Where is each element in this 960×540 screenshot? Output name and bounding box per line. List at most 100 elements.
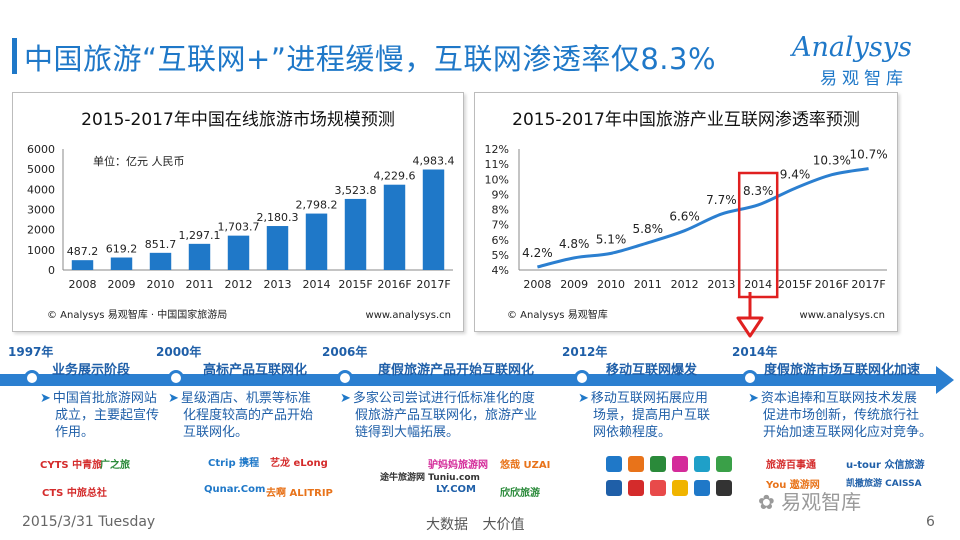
x-tick-label: 2013 [264,278,292,291]
x-tick-label: 2013 [707,278,735,291]
bar-chart: 0 1000 2000 3000 4000 5000 6000 单位：亿元 人民币 487.2 2… [27,143,455,321]
bar-value-label: 4,983.4 [413,155,455,168]
x-tick-label: 2016F [815,278,849,291]
point-value-label: 9.4% [780,167,811,181]
bar-value-label: 4,229.6 [374,170,416,183]
point-value-label: 5.8% [633,222,664,236]
x-tick-label: 2012 [671,278,699,291]
y-tick-label: 10% [485,173,509,186]
bar [305,213,328,270]
app-icon [650,480,666,496]
analysys-logo: Analysys 易观智库 [792,32,942,89]
bar-value-label: 619.2 [106,243,138,256]
timeline-node-2012 [574,370,590,386]
timeline-node-2006 [337,370,353,386]
point-value-label: 10.3% [813,154,851,168]
bar [149,252,172,270]
bar-value-label: 1,703.7 [218,221,260,234]
chart-source: © Analysys 易观智库 [507,308,608,321]
y-tick-label: 6000 [27,143,55,156]
highlight-arrow [736,292,764,338]
app-icon [672,456,688,472]
bar [227,235,250,270]
y-tick-label: 0 [48,264,55,277]
timeline-desc-2000: ➤ 星级酒店、机票等标准 化程度较高的产品开始 互联网化。 [168,391,314,440]
x-tick-label: 2014 [744,278,772,291]
bar-value-label: 851.7 [145,238,177,251]
baishitong-logo: 旅游百事通 [766,460,816,471]
x-tick-label: 2011 [186,278,214,291]
alitrip-logo: 去啊 ALITRIP [266,488,333,499]
bar-value-label: 2,798.2 [296,199,338,212]
y-tick-label: 6% [492,234,509,247]
footer-date: 2015/3/31 Tuesday [22,514,156,530]
line-chart-title: 2015-2017年中国旅游产业互联网渗透率预测 [512,110,860,130]
footer-slogan: 大数据 大价值 [426,517,525,533]
x-tick-label: 2016F [377,278,411,291]
page-number: 6 [926,514,935,530]
cts-logo: CTS 中旅总社 [42,488,107,499]
cyts-logo: CYTS 中青旅 [40,460,103,471]
timeline-desc-2012: ➤ 移动互联网拓展应用 场景，提高用户互联 网依赖程度。 [578,391,711,440]
point-value-label: 8.3% [743,184,774,198]
highlight-box [737,171,779,299]
x-tick-label: 2009 [108,278,136,291]
guangzhilv-logo: 广之旅 [100,460,130,471]
timeline-year-2000: 2000年 [156,345,202,359]
bar-chart-title: 2015-2017年中国在线旅游市场规模预测 [81,110,395,130]
title-accent-bar [12,38,17,74]
timeline-arrowhead [936,366,954,394]
x-tick-label: 2015F [338,278,372,291]
line-chart: 4% 5% 6% 7% 8% 9% 10% 11% 12% 4.2% 2008 4.8% 2009 5.1… [485,143,888,321]
elong-logo: 艺龙 eLong [270,458,328,469]
point-value-label: 5.1% [596,232,627,246]
y-tick-label: 11% [485,158,509,171]
timeline-node-2014 [742,370,758,386]
point-value-label: 10.7% [850,148,888,162]
app-icon [672,480,688,496]
utour-logo: u-tour 众信旅游 [846,460,925,471]
ctrip-logo: Ctrip 携程 [208,458,260,469]
timeline-phase-2014: 度假旅游市场互联网化加速 [764,363,921,378]
timeline-desc-2014: ➤ 资本追捧和互联网技术发展 促进市场创新，传统旅行社 开始加速互联网化应对竞争。 [748,391,933,440]
tuniu-logo: 途牛旅游网 Tuniu.com [380,473,480,483]
y-tick-label: 4% [492,264,509,277]
timeline-bar [0,374,942,386]
bar-value-label: 487.2 [67,245,99,258]
bar [344,198,367,270]
caissa-logo: 凯撒旅游 CAISSA [846,479,922,489]
logo-main-text: Analysys [792,32,912,63]
aoyou-logo: You 遨游网 [766,480,820,491]
point-value-label: 4.2% [522,246,553,260]
y-tick-label: 4000 [27,183,55,196]
x-tick-label: 2008 [523,278,551,291]
y-tick-label: 3000 [27,204,55,217]
bar [422,169,445,270]
y-tick-label: 1000 [27,244,55,257]
x-tick-label: 2009 [560,278,588,291]
y-tick-label: 7% [492,219,509,232]
y-tick-label: 12% [485,143,509,156]
chart-website: www.analysys.cn [800,310,885,321]
timeline-phase-2006: 度假旅游产品开始互联网化 [378,363,535,378]
qunar-logo: Qunar.Com [204,484,266,495]
penetration-chart-panel: 2015-2017年中国旅游产业互联网渗透率预测 4% 5% 6% 7% 8% 9% 10%… [474,92,898,332]
timeline-node-2000 [168,370,184,386]
timeline-phase-2012: 移动互联网爆发 [606,363,698,378]
timeline-year-2006: 2006年 [322,345,368,359]
timeline-year-1997: 1997年 [8,345,54,359]
point-value-label: 4.8% [559,237,590,251]
wechat-watermark: ✿ 易观智库 [758,490,862,514]
timeline-desc-2006: ➤ 多家公司尝试进行低标准化的度 假旅游产品互联网化，旅游产业 链得到大幅拓展。 [340,391,538,440]
lvmama-logo: 驴妈妈旅游网 [428,460,488,471]
x-tick-label: 2008 [69,278,97,291]
x-tick-label: 2014 [303,278,331,291]
x-tick-label: 2010 [147,278,175,291]
chart-source: © Analysys 易观智库 · 中国国家旅游局 [47,308,227,321]
bar-value-label: 3,523.8 [335,184,377,197]
ly-logo: LY.COM [436,484,476,495]
uzai-logo: 悠哉 UZAI [500,460,551,471]
timeline-phase-2000: 高标产品互联网化 [203,363,308,378]
y-tick-label: 5% [492,249,509,262]
app-icon [650,456,666,472]
